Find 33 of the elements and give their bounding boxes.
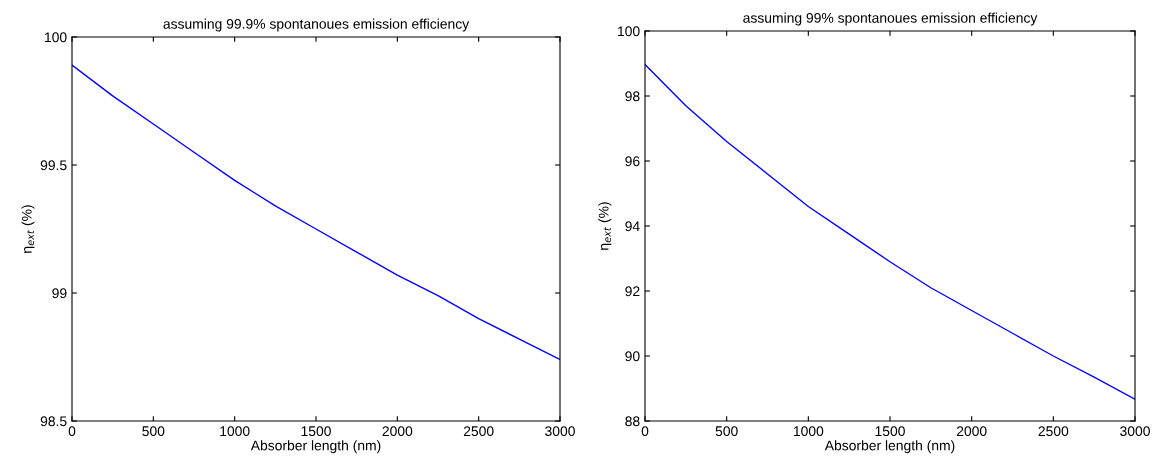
- y-tick-label: 100: [618, 26, 640, 37]
- chart-title: assuming 99% spontanoues emission efficiency: [743, 12, 1038, 26]
- x-tick-label: 2000: [956, 426, 987, 437]
- y-tick-label: 98: [625, 91, 640, 102]
- x-tick-label: 3000: [545, 426, 575, 437]
- y-tick-label: 99.5: [40, 160, 67, 171]
- y-axis-title: η$_{ext}$ (%): [21, 205, 35, 253]
- x-tick-label: 2500: [1038, 426, 1069, 437]
- x-tick-label: 500: [715, 426, 738, 437]
- x-tick-label: 1000: [220, 426, 250, 437]
- line-series: [645, 63, 1135, 400]
- x-tick-label: 1500: [301, 426, 331, 437]
- x-tick-label: 2000: [382, 426, 413, 437]
- y-tick-label: 88: [625, 416, 640, 427]
- x-tick-label: 1000: [793, 426, 824, 437]
- line-series: [72, 64, 560, 361]
- chart-title: assuming 99.9% spontanoues emission efficiency: [163, 18, 470, 32]
- y-tick-label: 92: [625, 286, 640, 297]
- y-tick-label: 94: [625, 221, 640, 232]
- y-tick-label: 99: [52, 288, 67, 299]
- x-axis-title: Absorber length (nm): [250, 440, 381, 454]
- y-tick-label: 96: [625, 156, 640, 167]
- x-tick-label: 500: [142, 426, 165, 437]
- y-axis-title: η$_{ext}$ (%): [598, 202, 612, 250]
- x-tick-label: 2500: [463, 426, 494, 437]
- y-tick-label: 90: [625, 351, 640, 362]
- x-tick-label: 3000: [1120, 426, 1150, 437]
- y-tick-label: 100: [45, 32, 67, 43]
- y-tick-label: 98.5: [40, 416, 67, 427]
- x-tick-label: 1500: [875, 426, 905, 437]
- x-axis-title: Absorber length (nm): [824, 440, 955, 454]
- x-tick-label: 0: [641, 426, 649, 437]
- x-tick-label: 0: [68, 426, 76, 437]
